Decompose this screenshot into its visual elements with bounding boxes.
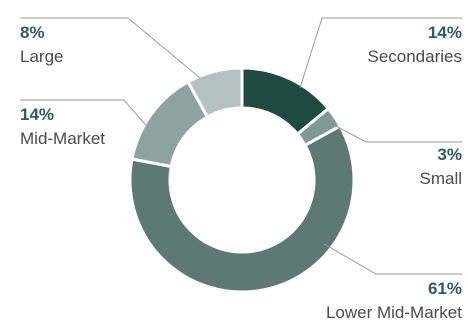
category-label-large: Large <box>20 47 63 66</box>
callout-lines <box>20 17 462 275</box>
slice-lower-mid-market <box>128 124 356 294</box>
callout-line-mid-market <box>20 99 151 131</box>
value-label-lower-mid-market: 61% <box>428 279 462 298</box>
callout-line-lower-mid-market <box>323 243 462 275</box>
category-label-small: Small <box>419 169 462 188</box>
callout-line-large <box>20 17 201 79</box>
slice-labels: 14% Secondaries 3% Small 61% Lower Mid-Market… <box>20 23 462 322</box>
value-label-mid-market: 14% <box>20 105 54 124</box>
value-label-small: 3% <box>437 145 462 164</box>
callout-line-secondaries <box>299 17 462 89</box>
value-label-large: 8% <box>20 23 45 42</box>
category-label-lower-mid-market: Lower Mid-Market <box>326 303 462 322</box>
callout-line-small <box>335 125 462 143</box>
slice-large <box>186 66 244 119</box>
category-label-mid-market: Mid-Market <box>20 129 105 148</box>
value-label-secondaries: 14% <box>428 23 462 42</box>
category-label-secondaries: Secondaries <box>367 47 462 66</box>
donut-slices <box>128 66 356 294</box>
